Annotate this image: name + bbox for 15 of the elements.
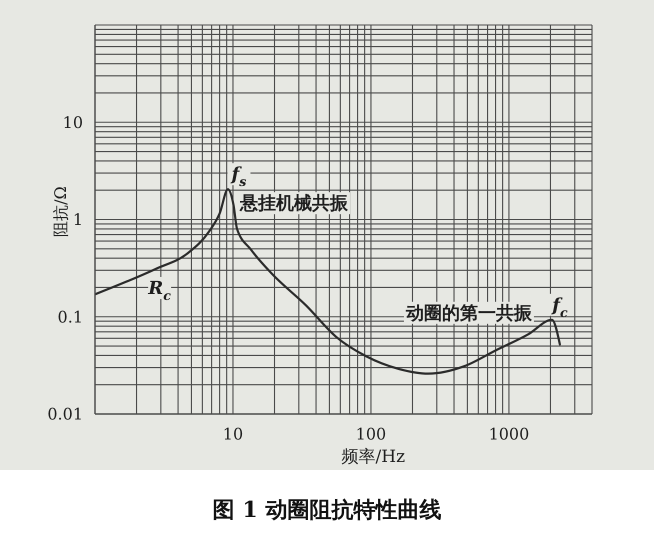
annotation: 动圈的第一共振 bbox=[404, 302, 533, 324]
y-tick-label: 10 bbox=[62, 112, 83, 132]
annotation: f$_{c}$ bbox=[550, 294, 568, 320]
x-tick-label: 10 bbox=[222, 424, 244, 444]
y-tick-label: 0.1 bbox=[58, 307, 83, 326]
annotation: 悬挂机械共振 bbox=[238, 192, 349, 214]
annotation: f$_{s}$ bbox=[230, 164, 246, 190]
x-tick-label: 1000 bbox=[488, 424, 530, 444]
x-axis-title: 频率/Hz bbox=[342, 447, 406, 467]
y-tick-label: 1 bbox=[72, 210, 83, 230]
text: 图 1 动圈阻抗特性曲线 bbox=[212, 496, 442, 525]
y-tick-label: 0.01 bbox=[47, 404, 83, 424]
annotation: R$_{c}$ bbox=[147, 277, 172, 303]
x-tick-label: 100 bbox=[356, 424, 386, 444]
y-axis-title: 阻抗/Ω bbox=[50, 186, 70, 237]
